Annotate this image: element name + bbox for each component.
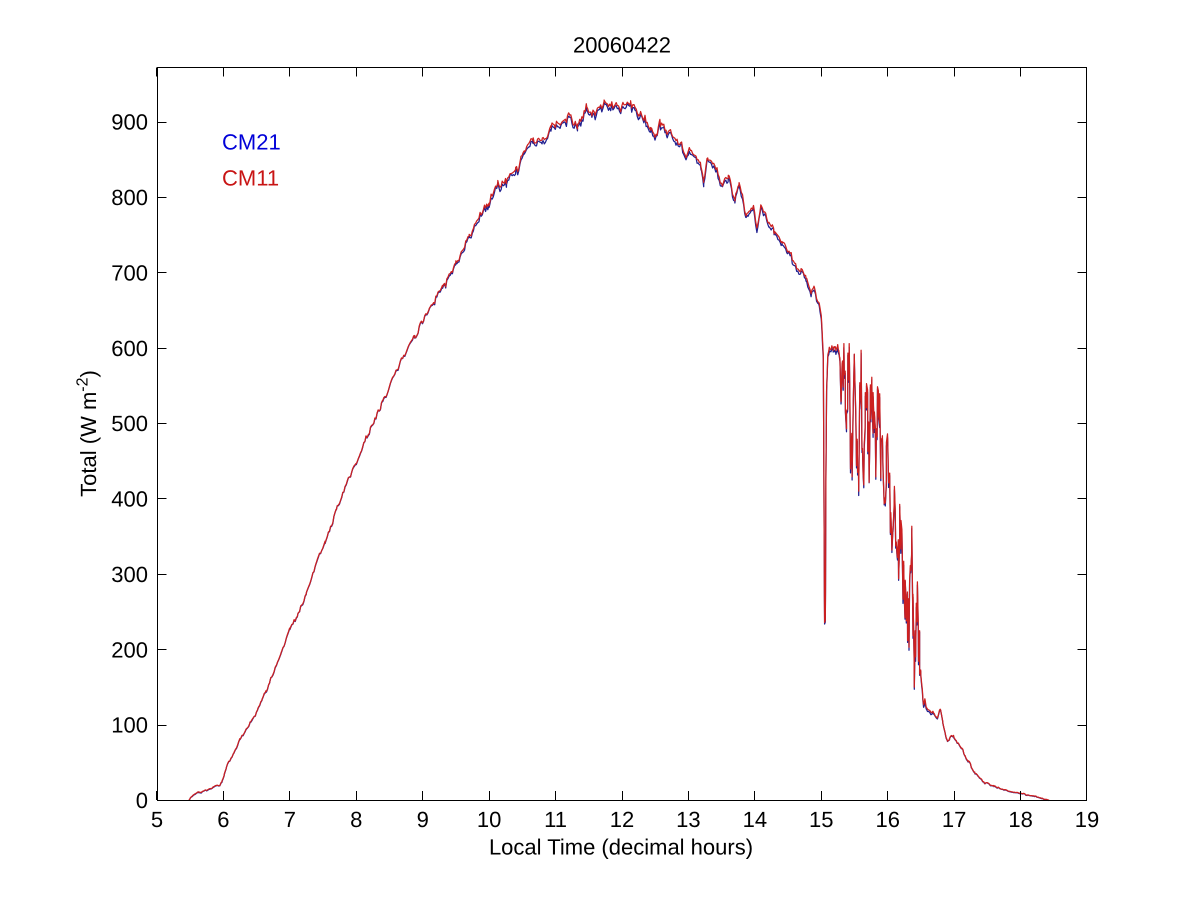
svg-text:13: 13 bbox=[676, 807, 700, 832]
svg-text:6: 6 bbox=[217, 807, 229, 832]
svg-text:5: 5 bbox=[151, 807, 163, 832]
svg-text:7: 7 bbox=[284, 807, 296, 832]
svg-text:0: 0 bbox=[136, 788, 148, 813]
svg-text:700: 700 bbox=[111, 260, 148, 285]
svg-text:20060422: 20060422 bbox=[573, 33, 671, 58]
svg-text:8: 8 bbox=[350, 807, 362, 832]
svg-text:600: 600 bbox=[111, 336, 148, 361]
svg-text:CM21: CM21 bbox=[222, 130, 281, 155]
svg-text:18: 18 bbox=[1008, 807, 1032, 832]
svg-text:17: 17 bbox=[942, 807, 966, 832]
svg-text:900: 900 bbox=[111, 110, 148, 135]
svg-text:10: 10 bbox=[477, 807, 501, 832]
svg-text:800: 800 bbox=[111, 185, 148, 210]
svg-text:Local Time (decimal hours): Local Time (decimal hours) bbox=[489, 835, 753, 860]
svg-text:500: 500 bbox=[111, 411, 148, 436]
svg-text:9: 9 bbox=[417, 807, 429, 832]
svg-text:CM11: CM11 bbox=[222, 166, 279, 191]
svg-text:300: 300 bbox=[111, 562, 148, 587]
svg-text:12: 12 bbox=[610, 807, 634, 832]
svg-text:11: 11 bbox=[544, 807, 567, 832]
svg-text:16: 16 bbox=[875, 807, 899, 832]
svg-text:400: 400 bbox=[111, 487, 148, 512]
svg-text:19: 19 bbox=[1075, 807, 1099, 832]
svg-text:14: 14 bbox=[743, 807, 767, 832]
svg-text:100: 100 bbox=[111, 713, 148, 738]
svg-text:200: 200 bbox=[111, 637, 148, 662]
svg-text:15: 15 bbox=[809, 807, 833, 832]
